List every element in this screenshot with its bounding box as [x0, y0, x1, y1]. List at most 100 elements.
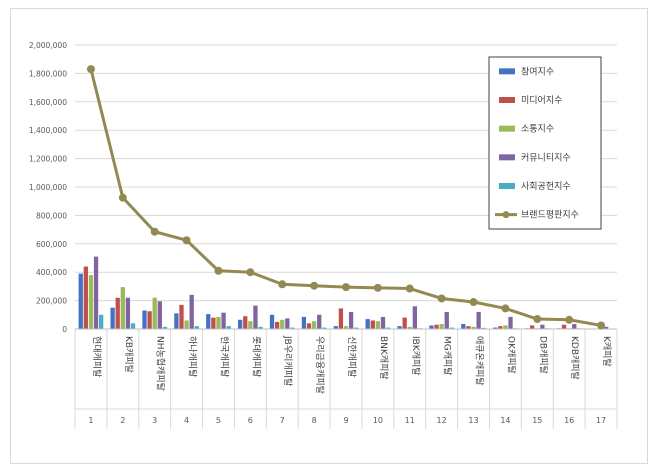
y-tick-label: 800,000	[36, 211, 67, 220]
bar	[412, 306, 418, 329]
line-point	[533, 315, 542, 324]
bar	[216, 316, 221, 329]
rank-label: 17	[596, 416, 606, 425]
rank-label: 5	[216, 416, 221, 425]
bar	[269, 314, 275, 329]
rank-label: 4	[184, 416, 189, 425]
bar	[402, 317, 407, 329]
bar	[561, 324, 567, 329]
rank-label: 7	[280, 416, 285, 425]
bar	[385, 327, 391, 329]
bar	[407, 326, 412, 329]
legend-swatch	[499, 68, 515, 75]
line-point	[182, 236, 191, 245]
bar	[333, 326, 338, 329]
legend-label: 참여지수	[521, 65, 554, 77]
bar	[476, 311, 481, 329]
category-label: K캐피탈	[601, 336, 612, 367]
brand-reputation-chart: 0 200,000 400,000 600,000 800,000 1,000,000 1,…	[29, 41, 618, 429]
line-point	[405, 284, 414, 293]
rank-label: 15	[532, 416, 542, 425]
bar	[226, 326, 231, 329]
bar	[248, 321, 253, 329]
bar	[429, 325, 434, 329]
bar	[322, 327, 327, 329]
bar	[503, 325, 508, 329]
bar	[274, 321, 280, 329]
legend-swatch	[499, 154, 515, 161]
legend-swatch	[499, 97, 515, 103]
bar	[285, 318, 290, 329]
bar	[508, 316, 513, 329]
bar	[157, 301, 162, 329]
rank-label: 12	[437, 416, 447, 425]
legend-label: 사회공헌지수	[521, 181, 571, 192]
bar	[238, 319, 243, 329]
bar	[115, 297, 120, 329]
chart-frame: 0 200,000 400,000 600,000 800,000 1,000,000 1,…	[10, 8, 648, 464]
category-label: 우리금융캐피탈	[314, 336, 325, 394]
bar	[290, 327, 295, 329]
line-point	[86, 65, 95, 74]
category-label: MG캐피탈	[442, 336, 453, 376]
category-label: 한국캐피탈	[218, 336, 229, 377]
bar	[604, 326, 609, 329]
bar	[301, 316, 307, 329]
line-point	[437, 294, 446, 303]
line-point	[246, 268, 255, 277]
y-tick-label: 200,000	[36, 297, 67, 306]
line-point	[469, 298, 478, 307]
bar	[211, 317, 216, 329]
rank-label: 6	[248, 416, 253, 425]
bar	[152, 297, 157, 329]
bar	[189, 294, 194, 329]
line-point	[150, 227, 159, 236]
category-label: 애큐온캐피탈	[474, 336, 485, 386]
category-label: DB캐피탈	[537, 336, 548, 374]
legend-swatch	[499, 125, 515, 132]
bar	[498, 326, 503, 329]
bar	[194, 326, 199, 329]
line-point	[278, 280, 287, 289]
bar	[142, 310, 147, 329]
bar	[306, 323, 312, 329]
category-label: NH농협캐피탈	[155, 336, 167, 391]
bar	[380, 316, 386, 329]
category-label: KB캐피탈	[123, 336, 134, 373]
legend-label: 커뮤니티지수	[521, 152, 571, 163]
legend-swatch	[499, 183, 515, 189]
category-label: 신한캐피탈	[346, 336, 357, 377]
category-label: JB우리캐피탈	[282, 335, 293, 386]
rank-label: 2	[120, 416, 125, 425]
rank-label: 16	[564, 416, 574, 425]
line-point	[342, 283, 350, 292]
bar	[130, 323, 136, 329]
line-point	[565, 315, 574, 324]
rank-label: 14	[500, 416, 510, 425]
bar	[434, 324, 439, 329]
y-tick-label: 0	[62, 325, 67, 334]
bar	[93, 256, 99, 329]
line-point	[373, 283, 382, 292]
y-tick-label: 1,600,000	[29, 98, 67, 107]
bar	[125, 297, 131, 329]
bar	[258, 326, 263, 329]
bar	[162, 326, 168, 329]
category-label: 롯데캐피탈	[250, 336, 261, 377]
line-point	[310, 281, 319, 290]
bar	[110, 307, 115, 329]
rank-label: 8	[312, 416, 317, 425]
legend-marker	[502, 211, 510, 219]
bar	[397, 326, 402, 329]
rank-label: 10	[373, 416, 383, 425]
line-point	[118, 193, 127, 202]
bar	[354, 327, 359, 329]
bar	[493, 327, 498, 329]
bar	[461, 324, 466, 329]
bar	[221, 312, 226, 329]
bar	[317, 314, 322, 329]
bar	[206, 314, 211, 329]
category-label: OK캐피탈	[505, 336, 516, 374]
bar	[184, 320, 189, 329]
bar	[147, 311, 152, 329]
